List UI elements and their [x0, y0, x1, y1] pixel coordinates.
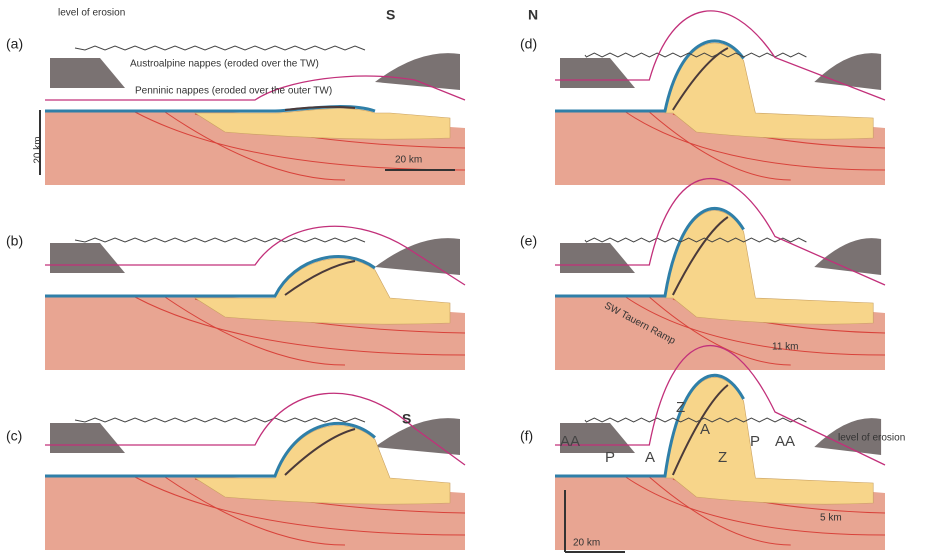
panel-label: (c) — [6, 428, 22, 444]
upper-plate — [375, 238, 460, 275]
panel-label: (a) — [6, 36, 23, 52]
panel-label: (e) — [520, 233, 537, 249]
upper-plate — [375, 53, 460, 90]
upper-plate — [814, 53, 881, 90]
upper-plate — [50, 243, 125, 273]
unit-label: A — [700, 421, 710, 438]
panel-label: (f) — [520, 428, 533, 444]
figure: (a) level of erosion S Austroalpine napp… — [0, 0, 952, 559]
unit-label: AA — [560, 433, 580, 450]
upper-plate — [50, 58, 125, 88]
cross-section — [555, 179, 885, 370]
upper-plate — [50, 423, 125, 453]
scale-label: 20 km — [395, 155, 422, 166]
unit-label: P — [750, 433, 760, 450]
cross-section — [45, 226, 465, 370]
annotation: Penninic nappes (eroded over the outer T… — [135, 86, 332, 97]
upper-plate — [560, 243, 635, 273]
unit-label: A — [645, 449, 655, 466]
unit-label: Z — [676, 399, 685, 416]
unit-label: AA — [775, 433, 795, 450]
annotation: S — [402, 411, 411, 427]
annotation: N — [528, 7, 538, 23]
annotation: level of erosion — [58, 8, 125, 19]
scale-label: 20 km — [33, 136, 44, 163]
annotation: 5 km — [820, 513, 842, 524]
annotation: 11 km — [772, 342, 799, 353]
annotation: S — [386, 7, 395, 23]
unit-label: P — [605, 449, 615, 466]
panel-label: (d) — [520, 36, 537, 52]
erosion-line — [75, 46, 365, 50]
annotation: Austroalpine nappes (eroded over the TW) — [130, 59, 319, 70]
cross-section — [555, 11, 885, 185]
envelope — [45, 393, 465, 465]
upper-plate — [375, 418, 460, 455]
unit-label: Z — [718, 449, 727, 466]
panel-label: (b) — [6, 233, 23, 249]
annotation: level of erosion — [838, 433, 905, 444]
upper-plate — [560, 58, 635, 88]
scale-label: 20 km — [573, 538, 600, 549]
upper-plate — [814, 238, 881, 275]
erosion-line — [75, 238, 365, 242]
erosion-line — [75, 418, 365, 422]
